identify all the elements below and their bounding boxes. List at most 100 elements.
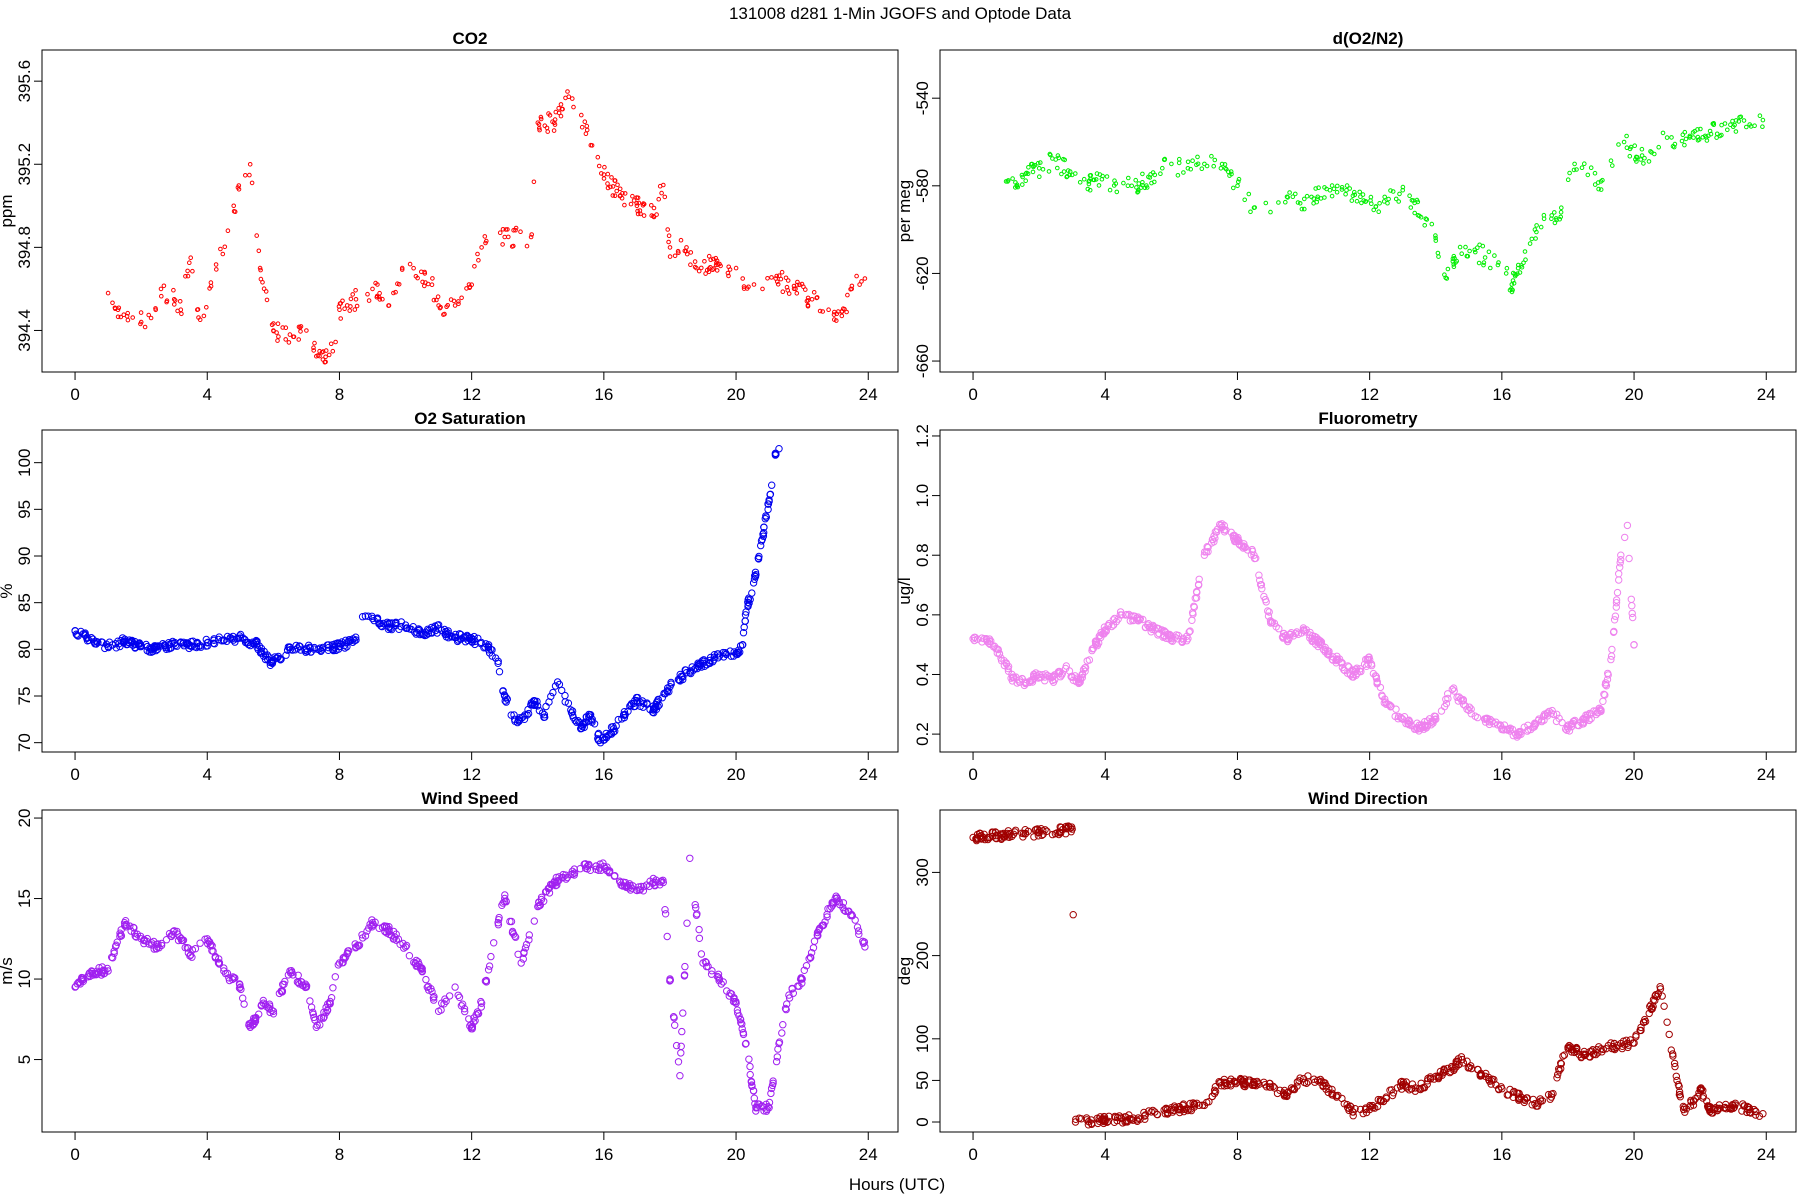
co2-point [518, 229, 523, 234]
co2-point [275, 338, 280, 343]
o2-saturation-point [682, 666, 690, 674]
co2-point [348, 296, 354, 302]
d-o2-n2-point [1290, 194, 1296, 199]
wind-direction-point [1441, 1068, 1449, 1076]
co2-point [500, 242, 505, 247]
wind-speed-y-tick-label: 15 [15, 889, 34, 908]
co2-point [511, 228, 516, 233]
wind-speed-point [747, 1078, 756, 1086]
d-o2-n2-point [1433, 238, 1439, 243]
fluorometry-point [1292, 629, 1300, 638]
o2-saturation-point [494, 657, 502, 665]
o2-saturation-point [104, 643, 113, 652]
co2-point [280, 325, 286, 330]
wind-speed-point [498, 901, 506, 909]
co2-point [839, 313, 845, 319]
d-o2-n2-point [1608, 158, 1614, 163]
wind-direction-point [1680, 1103, 1689, 1112]
wind-speed-point [477, 1003, 485, 1011]
d-o2-n2-point [1621, 139, 1627, 145]
wind-speed-point [507, 917, 516, 926]
wind-direction-point [1658, 992, 1666, 1000]
d-o2-n2-point [1061, 169, 1067, 174]
wind-direction-point [1485, 1073, 1493, 1082]
fluorometry-point [1050, 671, 1059, 679]
wind-speed-point [750, 1094, 758, 1102]
wind-speed-point [853, 923, 862, 931]
co2-point [370, 286, 375, 292]
co2-point [142, 324, 148, 330]
wind-speed-point [734, 1009, 742, 1017]
d-o2-n2-points [1003, 113, 1766, 295]
wind-direction-point [1487, 1080, 1495, 1088]
o2-saturation-point [71, 627, 79, 635]
wind-speed-point [327, 994, 336, 1002]
d-o2-n2-point [1450, 259, 1456, 264]
co2-point [640, 203, 646, 208]
co2-point [675, 248, 681, 254]
wind-speed-point [795, 982, 803, 990]
fluorometry-point [1481, 718, 1490, 726]
d-o2-n2-point [1664, 135, 1670, 140]
o2-saturation-point [484, 646, 493, 654]
d-o2-n2-point [1363, 199, 1369, 204]
wind-speed-y-tick-label: 20 [15, 809, 34, 828]
d-o2-n2-point [1177, 156, 1182, 162]
d-o2-n2-point [1081, 176, 1087, 182]
wind-direction-point [1302, 1079, 1311, 1088]
o2-saturation-point [515, 714, 524, 722]
o2-saturation-y-tick-label: 70 [15, 733, 34, 752]
wind-speed-point [702, 958, 710, 967]
wind-speed-point [839, 899, 848, 907]
fluorometry-point [1102, 627, 1111, 635]
wind-speed-x-tick-label: 16 [594, 1145, 613, 1164]
d-o2-n2-point [1195, 154, 1200, 160]
d-o2-n2-point [1596, 186, 1601, 192]
wind-speed-point [316, 1015, 324, 1023]
fluorometry-point [1299, 624, 1308, 632]
o2-saturation-point [187, 637, 195, 646]
co2-point [195, 307, 201, 312]
fluorometry-point [1075, 678, 1083, 687]
fluorometry-point [1630, 641, 1638, 649]
wind-speed-point [162, 936, 171, 944]
d-o2-n2-point [1236, 176, 1242, 182]
co2-point [506, 234, 511, 240]
co2-point [649, 203, 654, 208]
wind-speed-point [569, 870, 577, 878]
wind-direction-point [1536, 1095, 1545, 1103]
co2-point [741, 284, 747, 289]
d-o2-n2-point [1031, 164, 1036, 170]
wind-speed-point [553, 877, 562, 886]
co2-point [635, 208, 640, 214]
co2-point [547, 113, 553, 118]
wind-speed-point [789, 989, 797, 997]
d-o2-n2-point [1516, 262, 1521, 268]
wind-speed-point [674, 1058, 683, 1066]
wind-speed-point [832, 892, 840, 900]
wind-speed-point [329, 984, 337, 992]
co2-point [634, 200, 640, 206]
d-o2-n2-point [1358, 194, 1363, 199]
d-o2-n2-point [1334, 189, 1340, 195]
o2-saturation-point [241, 635, 249, 644]
d-o2-n2-point [1352, 189, 1357, 195]
wind-speed-point [581, 864, 590, 872]
co2-point [596, 163, 602, 169]
d-o2-n2-point [1046, 169, 1052, 174]
o2-saturation-x-tick-label: 16 [594, 765, 613, 784]
wind-speed-point [691, 901, 699, 909]
d-o2-n2-point [1349, 198, 1355, 203]
d-o2-n2-point [1055, 165, 1060, 171]
o2-saturation-point [77, 627, 85, 636]
co2-point [161, 283, 167, 289]
o2-saturation-y-tick-label: 80 [15, 640, 34, 659]
co2-point [584, 123, 590, 129]
fluorometry-point [1515, 731, 1523, 739]
co2-point [291, 334, 296, 340]
wind-direction-x-tick-label: 12 [1360, 1145, 1379, 1164]
d-o2-n2-point [1212, 157, 1218, 163]
d-o2-n2-point [1015, 184, 1021, 190]
wind-speed-point [442, 997, 450, 1005]
wind-speed-point [833, 894, 841, 902]
